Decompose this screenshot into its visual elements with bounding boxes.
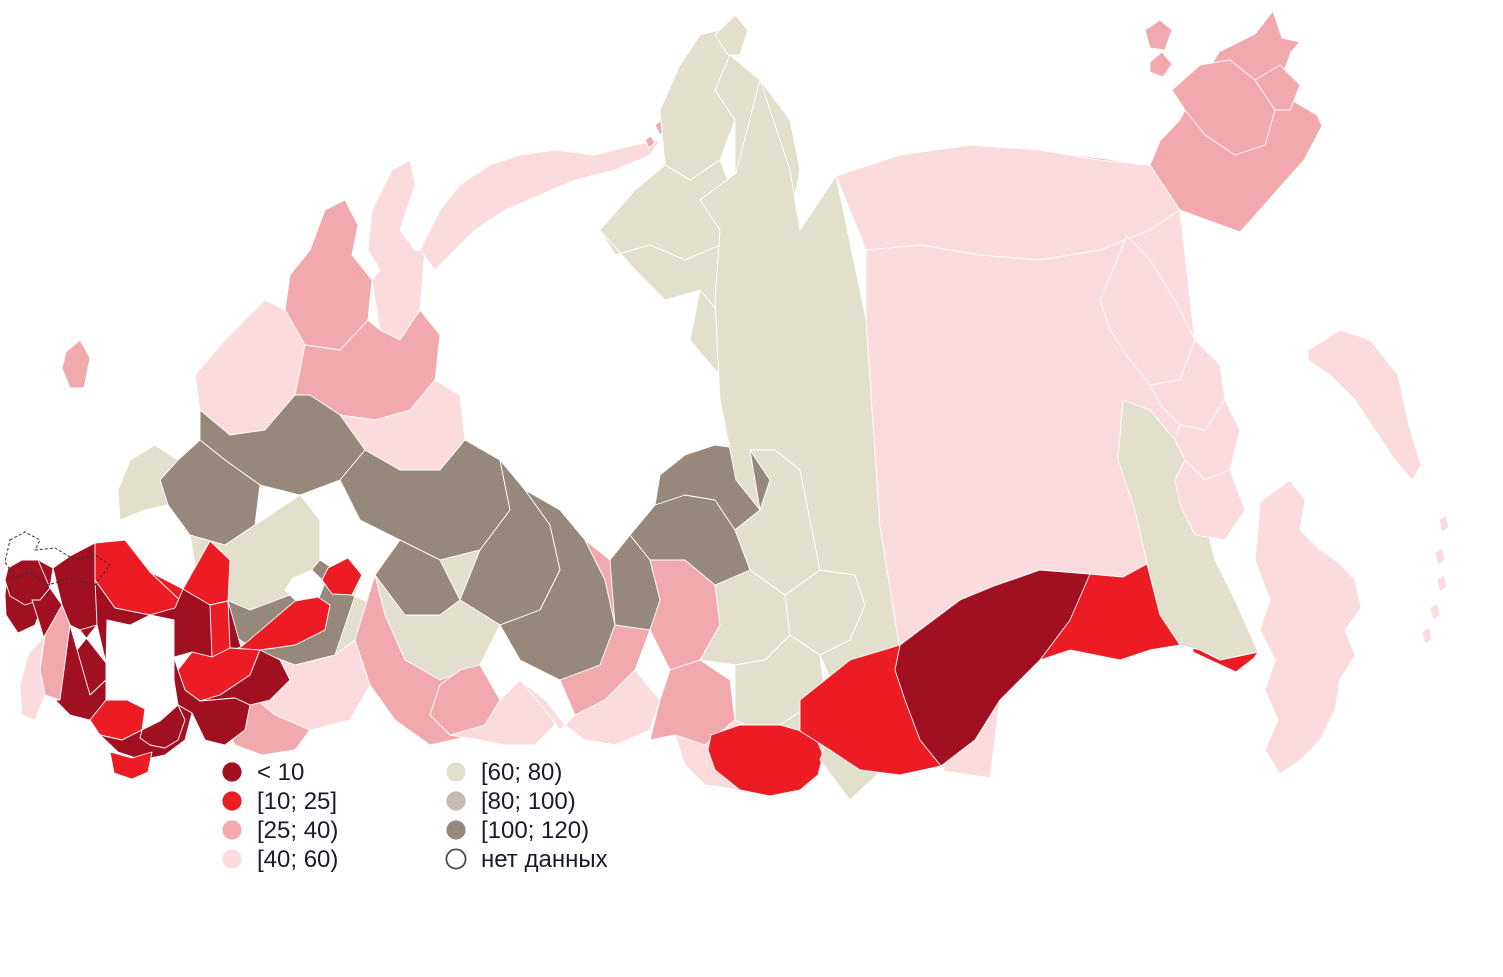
svg-text:[25; 40): [25; 40) bbox=[257, 817, 338, 844]
svg-text:[60; 80): [60; 80) bbox=[481, 759, 562, 786]
svg-text:< 10: < 10 bbox=[257, 759, 304, 786]
svg-text:[40; 60): [40; 60) bbox=[257, 846, 338, 873]
svg-text:[80; 100): [80; 100) bbox=[481, 788, 576, 815]
svg-text:[100; 120): [100; 120) bbox=[481, 817, 589, 844]
svg-text:[10; 25]: [10; 25] bbox=[257, 788, 337, 815]
svg-text:нет данных: нет данных bbox=[481, 846, 608, 873]
